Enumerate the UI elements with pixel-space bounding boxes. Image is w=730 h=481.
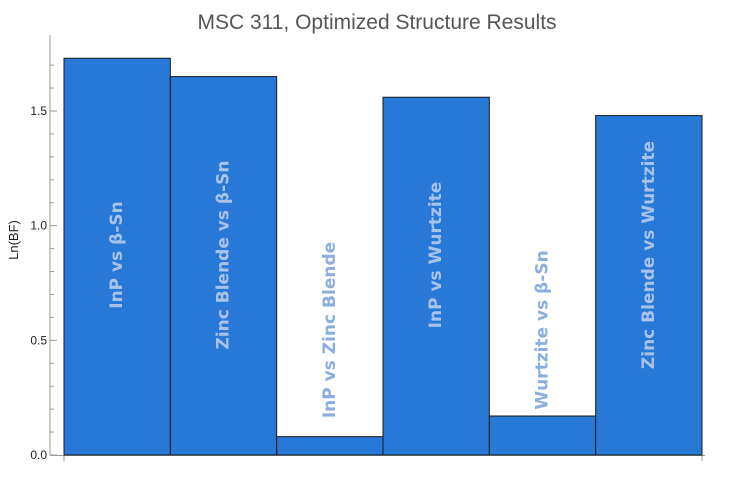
bar-label: InP vs Wurtzite	[426, 182, 446, 329]
y-tick-label: 0.5	[30, 333, 47, 347]
y-tick-label: 0.0	[30, 448, 47, 462]
bar-label: Zinc Blende vs Wurtzite	[639, 141, 659, 369]
bar-label: Zinc Blende vs β-Sn	[214, 161, 234, 350]
bar	[63, 57, 171, 456]
y-axis-label: Ln(BF)	[6, 220, 21, 260]
bar-label: Wurtzite vs β-Sn	[533, 250, 553, 409]
bar-label: InP vs Zinc Blende	[320, 242, 340, 418]
bar-label: InP vs β-Sn	[107, 201, 127, 309]
chart-title: MSC 311, Optimized Structure Results	[197, 11, 556, 34]
plot-area: 0.0 0.5 1.0 1.5 InP vs β-Sn Zinc Blende vs β-…	[30, 35, 705, 462]
bar	[276, 436, 384, 456]
bar	[382, 96, 490, 456]
bar	[488, 415, 597, 456]
y-tick-label: 1.5	[30, 104, 47, 118]
bar	[169, 76, 278, 456]
y-tick-label: 1.0	[30, 219, 47, 233]
bar	[595, 115, 703, 456]
